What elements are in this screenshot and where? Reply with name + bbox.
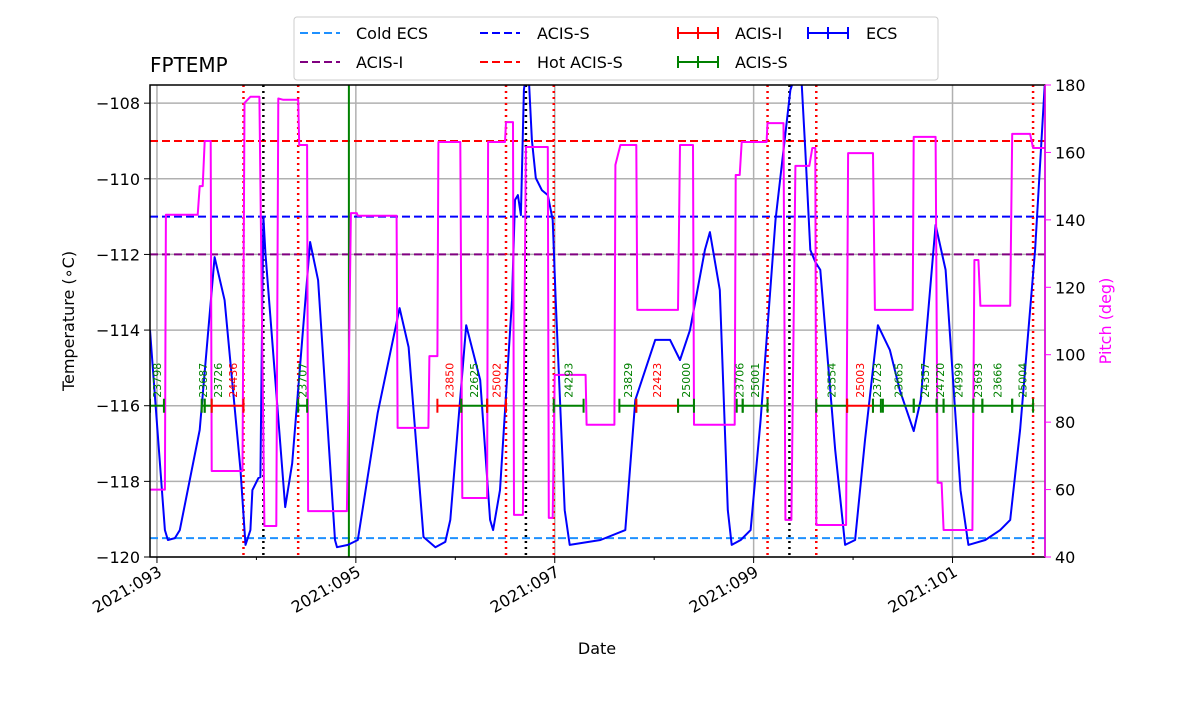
obsid-label: 25000 — [680, 363, 693, 398]
y2-tick-label: 60 — [1055, 481, 1075, 500]
legend-label: Hot ACIS-S — [537, 53, 623, 72]
x-tick-label: 2021:097 — [487, 562, 563, 617]
y2-tick-label: 140 — [1055, 211, 1086, 230]
obsid-label: 23726 — [212, 363, 225, 398]
obsid-segment-23666: 23666 — [981, 363, 1014, 413]
obsid-segment-23829: 23829 — [618, 363, 638, 413]
obsid-segment-22625: 22625 — [460, 363, 489, 413]
obsid-label: 24436 — [227, 363, 240, 398]
x-tick-label: 2021:101 — [885, 562, 961, 617]
obsid-label: 25001 — [749, 363, 762, 398]
obsid-segment-23554: 23554 — [815, 363, 849, 413]
obsid-label: 23723 — [871, 363, 884, 398]
legend-label: Cold ECS — [356, 24, 428, 43]
y2-tick-label: 40 — [1055, 548, 1075, 567]
obsid-segment-23798: 23798 — [150, 363, 165, 413]
legend-entry: Cold ECS — [300, 24, 428, 43]
obsid-label: 23554 — [826, 363, 839, 398]
legend: Cold ECS ACIS-I ACIS-S Hot ACIS-S ACIS-I ACIS… — [293, 16, 939, 81]
obsid-label: 23666 — [991, 363, 1004, 398]
y2-tick-label: 180 — [1055, 76, 1086, 95]
y2-axis-label: Pitch (deg) — [1096, 278, 1115, 365]
obsid-label: 24720 — [934, 363, 947, 398]
series-pitch — [150, 95, 1045, 531]
obsid-segment-23707: 23707 — [297, 363, 310, 413]
chart-title: FPTEMP — [150, 53, 228, 77]
obsid-segment-23723: 23723 — [871, 363, 884, 413]
legend-label: ACIS-I — [735, 24, 782, 43]
obsid-segment-24999: 24999 — [942, 363, 975, 413]
obsid-label: 23798 — [151, 363, 164, 398]
x-axis-label: Date — [578, 639, 616, 658]
obsid-segment-25001: 25001 — [741, 363, 769, 413]
legend-entry: ACIS-S — [677, 53, 788, 72]
obsid-label: 23829 — [622, 363, 635, 398]
x-tick-label: 2021:099 — [686, 562, 762, 617]
y-tick-label: −114 — [96, 321, 140, 340]
x-tick-label: 2021:093 — [89, 562, 165, 617]
obsid-segment-25003: 25003 — [846, 363, 874, 413]
legend-label: ECS — [866, 24, 897, 43]
legend-entry: Hot ACIS-S — [480, 53, 623, 72]
y-tick-label: −116 — [96, 397, 140, 416]
obsid-label: 22625 — [468, 363, 481, 398]
y-tick-label: −120 — [96, 548, 140, 567]
obsid-segment-25002: 25002 — [486, 363, 508, 413]
obsid-segment-25000: 25000 — [677, 363, 695, 413]
x-tick-label: 2021:095 — [288, 562, 364, 617]
y-tick-label: −112 — [96, 245, 140, 264]
obsid-label: 23665 — [892, 363, 905, 398]
y-axis-label: Temperature (∘C) — [59, 251, 78, 392]
obsid-label: 25002 — [491, 363, 504, 398]
legend-entry: ACIS-I — [677, 24, 782, 43]
legend-entry: ACIS-I — [300, 53, 403, 72]
obsid-segment-24293: 24293 — [552, 363, 585, 413]
y-tick-label: −110 — [96, 170, 140, 189]
obsid-label: 24357 — [919, 363, 932, 398]
legend-label: ACIS-S — [537, 24, 590, 43]
legend-label: ACIS-S — [735, 53, 788, 72]
plot-area: 23798 23687 23726 24436 23707 23850 22625 25002… — [150, 85, 1045, 557]
legend-entry: ACIS-S — [480, 24, 590, 43]
series-ecs — [150, 85, 1045, 549]
obsid-label: 24293 — [563, 363, 576, 398]
obsid-label: 22423 — [651, 363, 664, 398]
y-tick-label: −118 — [96, 472, 140, 491]
y2-tick-label: 160 — [1055, 143, 1086, 162]
obsid-label: 23706 — [734, 363, 747, 398]
legend-box — [293, 16, 939, 81]
legend-label: ACIS-I — [356, 53, 403, 72]
obsid-segment-23665: 23665 — [881, 363, 915, 413]
obsid-segment-24357: 24357 — [912, 363, 938, 413]
obsid-segment-25004: 25004 — [1011, 363, 1035, 413]
obsid-label: 23707 — [297, 363, 310, 398]
obsid-segment-24436: 24436 — [210, 363, 245, 413]
legend-entry: ECS — [807, 24, 897, 43]
y2-tick-label: 80 — [1055, 413, 1075, 432]
obsid-label: 23850 — [443, 363, 456, 398]
y2-tick-label: 120 — [1055, 278, 1086, 297]
obsid-label: 25003 — [854, 363, 867, 398]
obsid-label: 23687 — [197, 363, 210, 398]
obsid-segment-23850: 23850 — [436, 363, 463, 413]
obsid-label: 24999 — [952, 363, 965, 398]
y-tick-label: −108 — [96, 94, 140, 113]
obsid-label: 25004 — [1017, 363, 1030, 398]
obsid-label: 23693 — [972, 363, 985, 398]
y2-tick-label: 100 — [1055, 346, 1086, 365]
obsid-segment-22423: 22423 — [635, 363, 680, 413]
